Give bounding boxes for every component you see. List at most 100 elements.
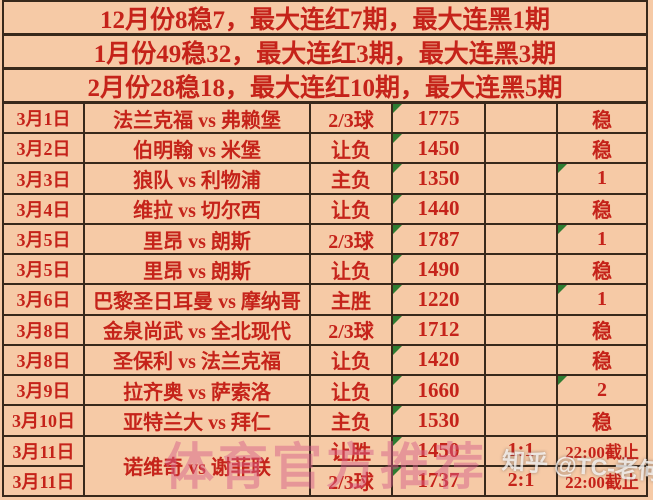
odds-cell: 1660 [393, 376, 486, 407]
status-cell-text: 2 [597, 378, 607, 401]
green-corner-icon [393, 436, 402, 446]
score-cell [486, 285, 558, 316]
match-cell-text: 拉齐奥 vs 萨索洛 [123, 381, 271, 404]
date-cell-text: 3月1日 [16, 109, 71, 130]
match-cell-text: 圣保利 vs 法兰克福 [113, 351, 281, 374]
green-corner-icon [393, 104, 402, 113]
bet-type-cell-text: 让负 [331, 351, 371, 374]
date-cell: 3月11日 [4, 436, 85, 467]
status-cell: 1 [558, 164, 646, 195]
green-corner-icon [393, 315, 402, 325]
match-cell-text: 巴黎圣日耳曼 vs 摩纳哥 [93, 291, 301, 313]
bet-type-cell: 主胜 [311, 285, 393, 316]
odds-cell-text: 1420 [417, 347, 460, 372]
bet-type-cell: 2/3球 [311, 224, 393, 256]
odds-cell: 1530 [393, 406, 486, 437]
date-cell: 3月5日 [4, 255, 85, 286]
score-cell [486, 255, 558, 286]
score-cell [486, 104, 558, 135]
odds-cell: 1450 [393, 436, 486, 467]
status-cell: 稳 [558, 104, 646, 135]
green-corner-icon [558, 224, 567, 234]
status-cell-text: 22:00截止 [565, 443, 639, 463]
match-cell: 维拉 vs 切尔西 [85, 194, 311, 225]
green-corner-icon [393, 406, 402, 416]
bet-type-cell: 主负 [311, 406, 393, 437]
date-cell-text: 3月4日 [16, 199, 71, 220]
score-cell [486, 134, 558, 165]
match-cell-text: 里昂 vs 朗斯 [143, 260, 251, 283]
green-corner-icon [393, 255, 402, 265]
odds-cell: 1490 [393, 255, 486, 286]
match-cell-text: 法兰克福 vs 弗赖堡 [113, 109, 281, 132]
green-corner-icon [393, 194, 402, 204]
status-cell: 稳 [558, 316, 646, 346]
green-corner-icon [393, 345, 402, 355]
match-cell-text: 亚特兰大 vs 拜仁 [123, 411, 271, 434]
status-cell-text: 1 [597, 167, 607, 190]
date-cell-text: 3月8日 [16, 350, 71, 371]
score-cell [486, 406, 558, 437]
odds-cell: 1712 [393, 315, 486, 346]
bet-type-cell-text: 让负 [331, 260, 371, 283]
date-cell: 3月1日 [4, 104, 85, 135]
green-corner-icon [393, 466, 402, 476]
status-cell-text: 1 [597, 227, 607, 250]
status-cell: 1 [558, 285, 646, 316]
bet-type-cell-text: 主负 [331, 411, 371, 434]
odds-cell-text: 1530 [417, 407, 460, 432]
odds-cell: 1787 [393, 224, 486, 256]
match-cell: 金泉尚武 vs 全北现代 [85, 315, 311, 346]
monthly-summary-february: 2月份28稳18，最大连红10期，最大连黑5期 [4, 70, 646, 104]
date-cell: 3月4日 [4, 194, 85, 225]
score-cell [486, 194, 558, 225]
odds-cell-text: 1737 [417, 468, 460, 493]
status-cell-text: 稳 [592, 260, 612, 283]
date-cell-text: 3月5日 [16, 260, 71, 281]
green-corner-icon [393, 134, 402, 144]
date-cell-text: 3月5日 [16, 230, 71, 251]
date-cell-text: 3月3日 [16, 169, 71, 190]
odds-cell: 1350 [393, 164, 486, 195]
date-cell-text: 3月2日 [16, 139, 71, 160]
green-corner-icon [393, 164, 402, 174]
status-cell: 1 [558, 224, 646, 256]
picks-table: 3月1日 法兰克福 vs 弗赖堡 2/3球 1775 稳 3月2日 伯明翰 vs 米堡 让负 1… [4, 104, 646, 497]
date-cell: 3月8日 [4, 345, 85, 377]
match-cell: 巴黎圣日耳曼 vs 摩纳哥 [85, 285, 311, 316]
status-cell-text: 稳 [592, 139, 612, 162]
bet-type-cell: 让胜 [311, 436, 393, 467]
match-cell-text: 维拉 vs 切尔西 [133, 200, 261, 223]
bet-type-cell: 2/3球 [311, 104, 393, 135]
match-cell: 诺维奇 vs 谢菲联 [85, 436, 311, 497]
date-cell-text: 3月8日 [16, 320, 71, 341]
odds-cell-text: 1220 [417, 286, 460, 311]
score-cell [486, 376, 558, 407]
match-cell: 法兰克福 vs 弗赖堡 [85, 104, 311, 135]
bet-type-cell-text: 2/3球 [328, 109, 374, 132]
green-corner-icon [393, 224, 402, 234]
status-cell: 稳 [558, 195, 646, 225]
status-cell-text: 22:00截止 [565, 473, 639, 493]
bet-type-cell-text: 2/3球 [328, 230, 374, 253]
match-cell: 伯明翰 vs 米堡 [85, 134, 311, 165]
date-cell-text: 3月11日 [12, 471, 75, 492]
date-cell-text: 3月6日 [16, 290, 71, 311]
date-cell: 3月11日 [4, 466, 85, 497]
score-cell [486, 315, 558, 346]
status-cell: 稳 [558, 134, 646, 165]
match-cell: 拉齐奥 vs 萨索洛 [85, 376, 311, 407]
score-cell: 2:1 [486, 466, 558, 497]
bet-type-cell-text: 让胜 [331, 442, 371, 465]
bet-type-cell: 2/3球 [311, 466, 393, 497]
green-corner-icon [393, 285, 402, 295]
bet-type-cell: 2/3球 [311, 315, 393, 346]
date-cell: 3月2日 [4, 134, 85, 165]
date-cell-text: 3月9日 [16, 381, 71, 402]
date-cell: 3月6日 [4, 285, 85, 316]
match-cell: 亚特兰大 vs 拜仁 [85, 406, 311, 437]
score-cell: 1:1 [486, 436, 558, 467]
bet-type-cell-text: 主胜 [331, 291, 371, 313]
